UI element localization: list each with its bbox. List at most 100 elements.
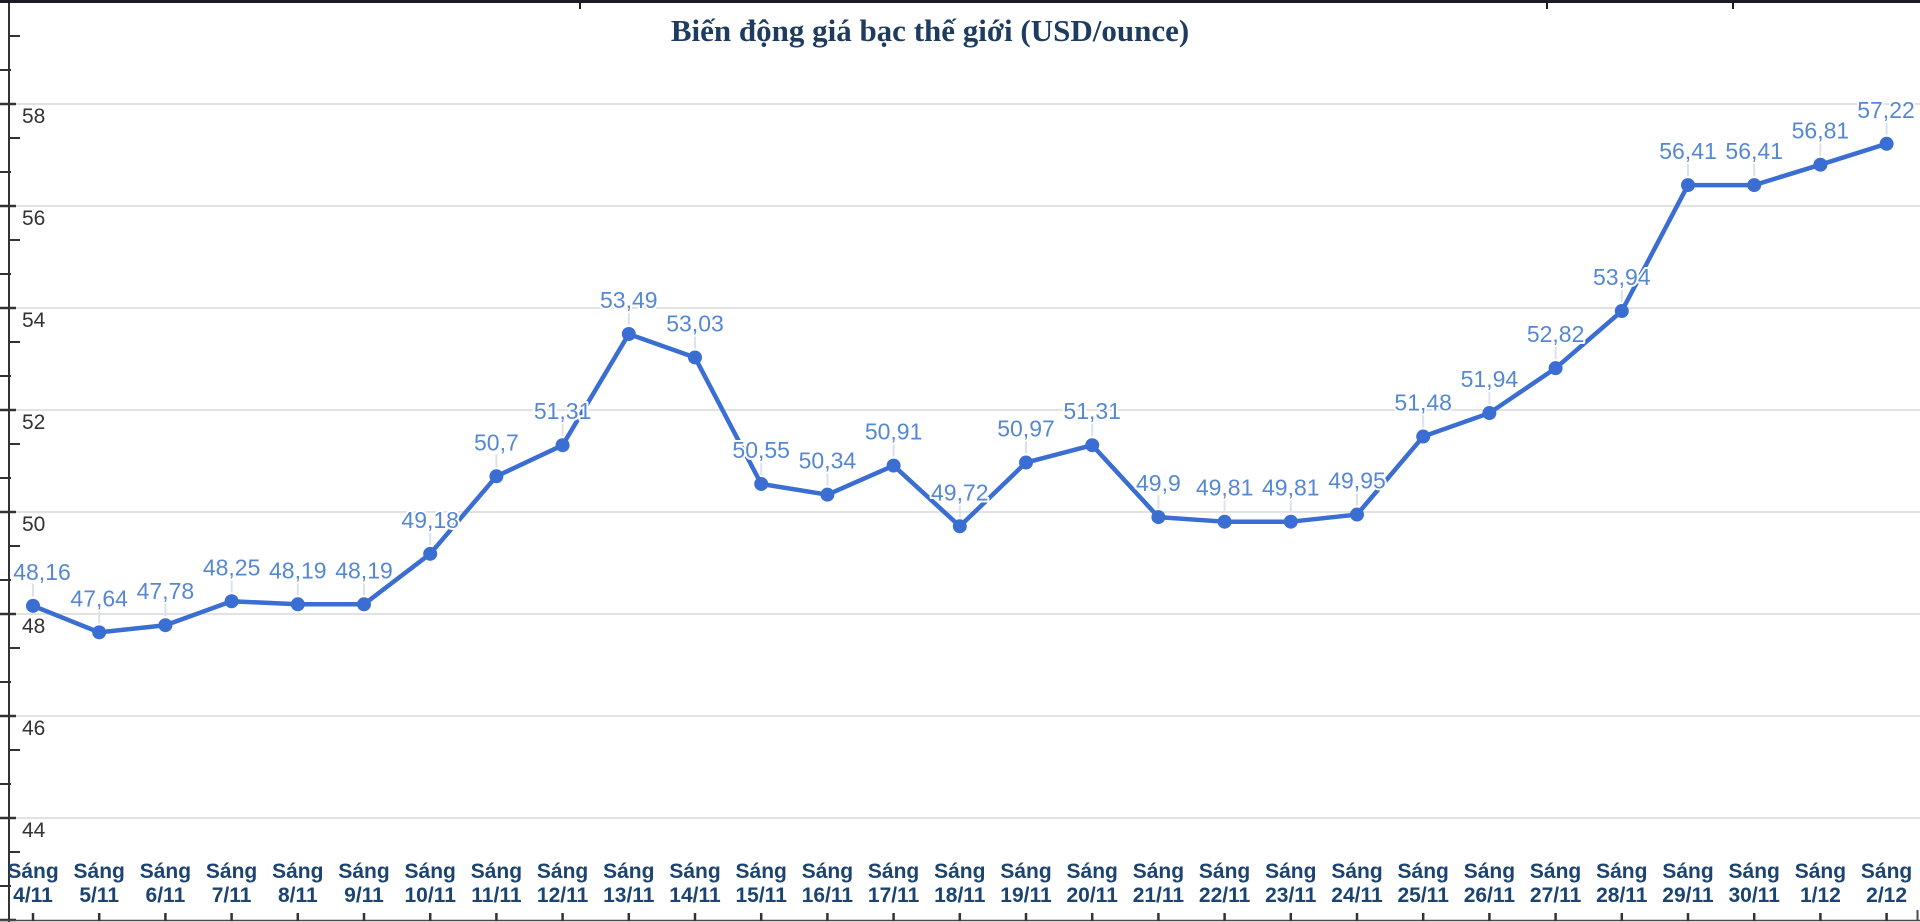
- data-point-label: 50,97: [997, 416, 1055, 442]
- data-point-label: 48,19: [269, 557, 327, 583]
- x-axis-label: Sáng 21/11: [1133, 860, 1185, 907]
- x-axis-label: Sáng 9/11: [338, 860, 389, 907]
- y-tick-label: 48: [22, 615, 45, 638]
- data-point-label: 49,81: [1262, 475, 1320, 501]
- data-point-label: 50,91: [865, 419, 923, 445]
- x-axis-label: Sáng 15/11: [735, 860, 787, 907]
- x-axis-label: Sáng 12/11: [537, 860, 589, 907]
- x-axis-label: Sáng 7/11: [206, 860, 257, 907]
- x-axis-label: Sáng 11/11: [471, 860, 522, 907]
- data-point-marker: [1681, 178, 1695, 193]
- data-point-label: 49,72: [931, 479, 989, 505]
- x-axis-label: Sáng 6/11: [140, 860, 191, 907]
- data-point-label: 56,81: [1792, 118, 1850, 144]
- x-axis-label: Sáng 22/11: [1199, 860, 1251, 907]
- data-point-marker: [1747, 178, 1762, 193]
- data-point-label: 53,49: [600, 287, 658, 313]
- x-axis-label: Sáng 26/11: [1464, 860, 1516, 907]
- data-point-label: 49,18: [401, 507, 459, 533]
- y-tick-label: 44: [22, 819, 46, 842]
- y-tick-label: 58: [22, 105, 45, 128]
- data-point-label: 48,19: [335, 557, 393, 583]
- data-point-marker: [754, 476, 769, 491]
- y-tick-label: 46: [22, 717, 45, 740]
- x-axis-label: Sáng 16/11: [802, 860, 854, 907]
- plot-top-border: [0, 0, 1920, 3]
- data-point-label: 48,25: [203, 554, 261, 580]
- data-point-marker: [1548, 361, 1563, 376]
- data-point-label: 53,03: [666, 310, 724, 336]
- x-axis-label: Sáng 25/11: [1397, 860, 1449, 907]
- data-point-label: 49,81: [1196, 475, 1254, 501]
- data-point-marker: [886, 458, 901, 473]
- data-point-marker: [688, 350, 702, 365]
- data-point-label: 51,31: [1063, 398, 1121, 424]
- x-axis-label: Sáng 14/11: [669, 860, 721, 907]
- data-point-marker: [952, 519, 967, 534]
- data-point-marker: [290, 597, 305, 612]
- data-point-label: 51,31: [534, 398, 592, 424]
- x-axis-label: Sáng 30/11: [1728, 860, 1780, 907]
- data-point-label: 50,7: [474, 429, 519, 455]
- data-point-label: 51,94: [1461, 366, 1519, 392]
- data-point-label: 52,82: [1527, 321, 1585, 347]
- x-axis-label: Sáng 18/11: [934, 860, 986, 907]
- data-point-marker: [224, 594, 239, 609]
- y-tick-label: 50: [22, 513, 45, 536]
- chart-title: Biến động giá bạc thế giới (USD/ounce): [670, 13, 1190, 48]
- data-point-marker: [1019, 455, 1033, 470]
- x-axis-label: Sáng 2/12: [1861, 860, 1912, 907]
- data-point-marker: [1482, 406, 1497, 421]
- data-point-marker: [1813, 157, 1828, 172]
- data-point-marker: [1085, 438, 1100, 453]
- x-axis-label: Sáng 19/11: [1000, 860, 1052, 907]
- data-point-label: 49,9: [1136, 470, 1181, 496]
- x-axis-label: Sáng 13/11: [603, 860, 655, 907]
- x-axis-label: Sáng 1/12: [1795, 860, 1846, 907]
- data-point-marker: [26, 598, 40, 613]
- data-point-marker: [820, 487, 835, 502]
- y-axis-line: [8, 2, 10, 922]
- x-axis-label: Sáng 28/11: [1596, 860, 1648, 907]
- x-axis-label: Sáng 27/11: [1530, 860, 1582, 907]
- data-point-label: 49,95: [1328, 468, 1386, 494]
- data-point-label: 47,64: [70, 585, 128, 611]
- data-point-marker: [357, 597, 371, 612]
- x-axis-label: Sáng 23/11: [1265, 860, 1317, 907]
- data-point-label: 53,94: [1593, 264, 1651, 290]
- x-axis-label: Sáng 10/11: [404, 860, 456, 907]
- y-tick-label: 52: [22, 411, 45, 434]
- data-point-marker: [1151, 510, 1166, 525]
- x-axis-label: Sáng 8/11: [272, 860, 323, 907]
- data-point-label: 51,48: [1394, 390, 1452, 416]
- data-point-marker: [1217, 514, 1232, 529]
- data-point-marker: [555, 438, 570, 453]
- data-point-marker: [1350, 507, 1364, 522]
- x-axis-label: Sáng 29/11: [1662, 860, 1714, 907]
- y-tick-label: 56: [22, 207, 45, 230]
- data-point-marker: [489, 469, 504, 484]
- data-point-label: 50,34: [799, 448, 857, 474]
- data-point-label: 50,55: [732, 437, 790, 463]
- x-axis-label: Sáng 24/11: [1331, 860, 1383, 907]
- data-point-label: 57,22: [1857, 97, 1915, 123]
- data-point-marker: [1879, 136, 1894, 151]
- data-point-label: 56,41: [1659, 138, 1717, 164]
- y-tick-label: 54: [22, 309, 46, 332]
- data-point-label: 47,78: [137, 578, 195, 604]
- x-axis-label: Sáng 5/11: [74, 860, 125, 907]
- data-point-marker: [92, 625, 107, 640]
- data-point-label: 48,16: [13, 559, 71, 585]
- x-axis-label: Sáng 20/11: [1066, 860, 1118, 907]
- data-point-marker: [158, 618, 173, 633]
- data-point-marker: [621, 327, 636, 342]
- data-point-label: 56,41: [1725, 138, 1783, 164]
- data-point-marker: [1416, 429, 1431, 444]
- x-axis-label: Sáng 4/11: [7, 860, 58, 907]
- data-point-marker: [423, 546, 438, 561]
- x-axis-label: Sáng 17/11: [868, 860, 920, 907]
- data-point-marker: [1614, 304, 1629, 319]
- data-point-marker: [1283, 514, 1298, 529]
